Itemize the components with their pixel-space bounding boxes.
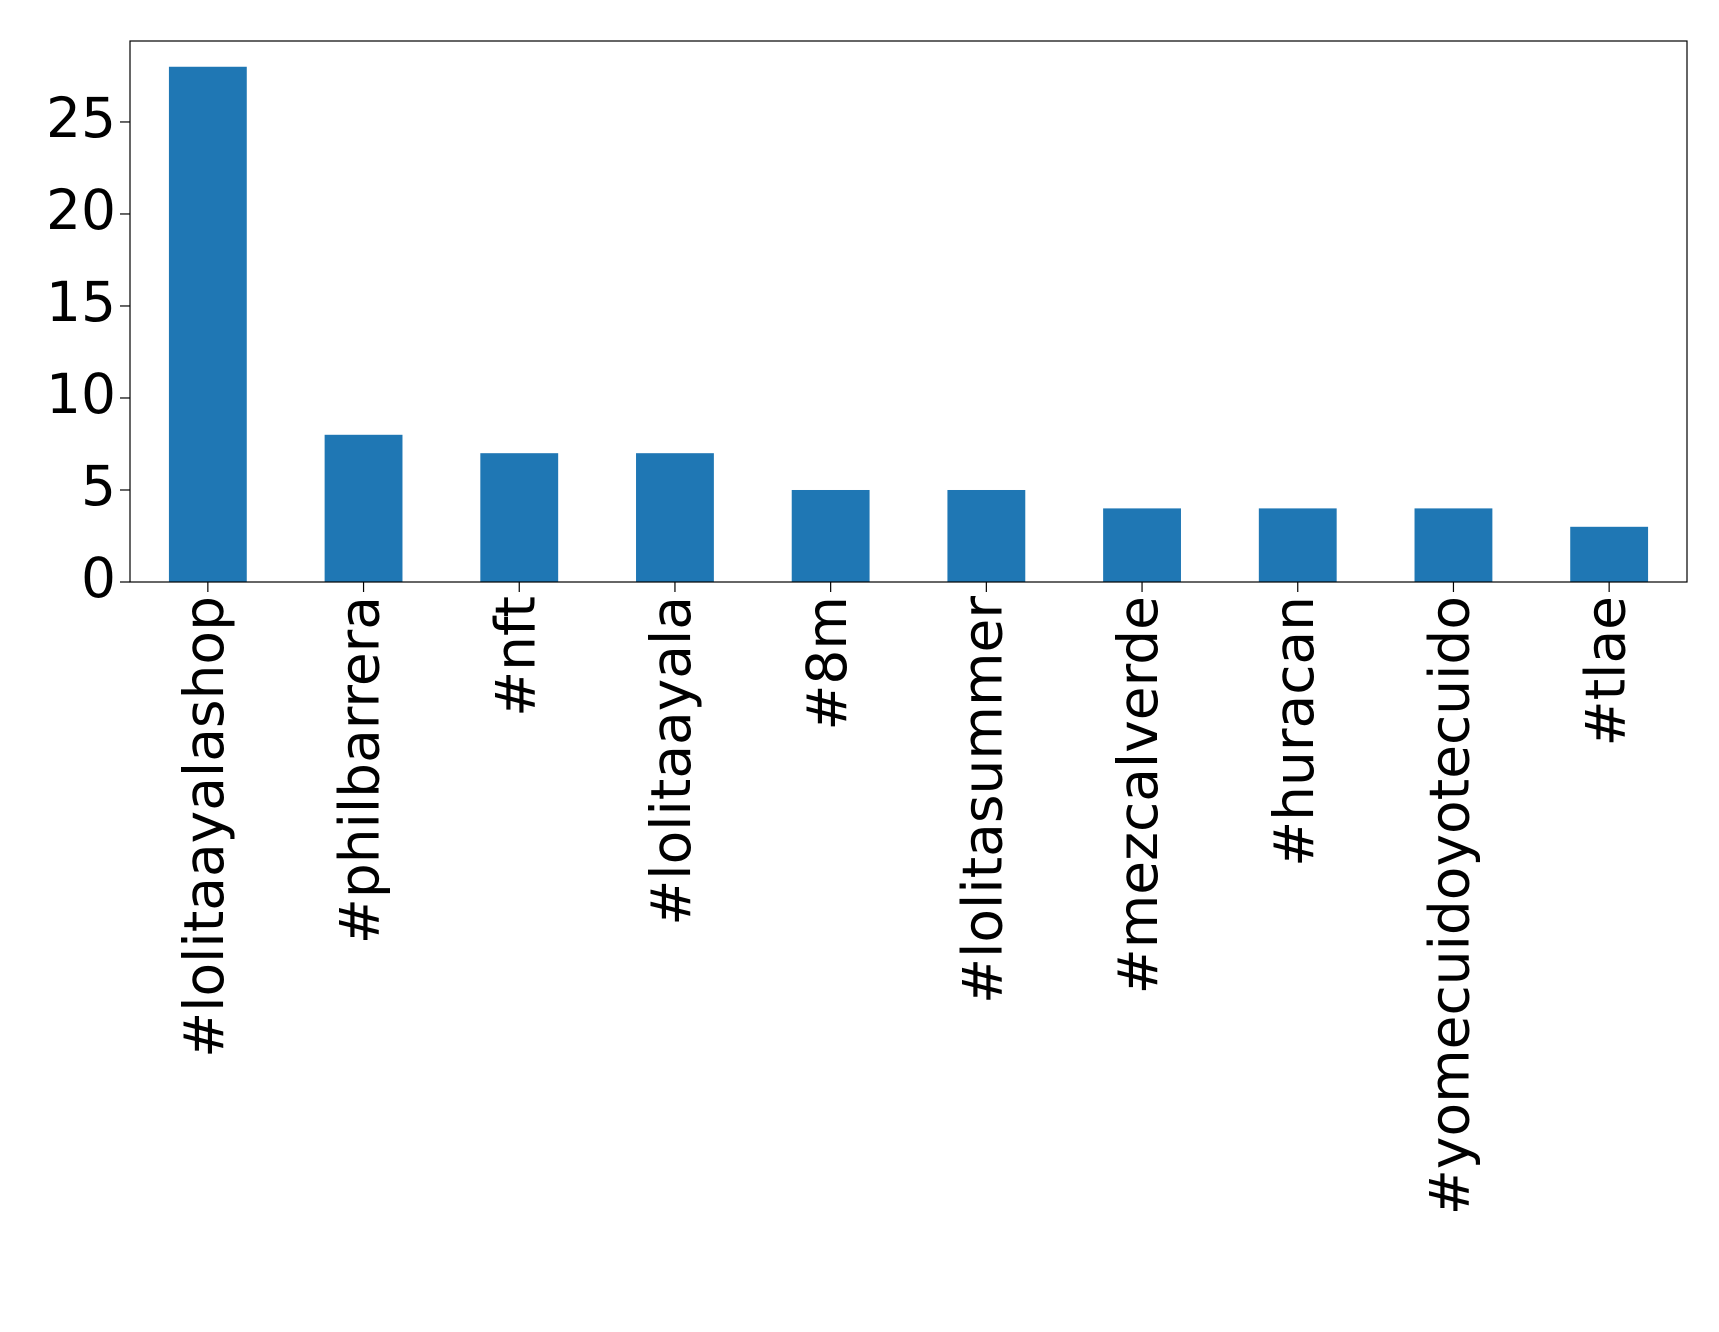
y-tick-label: 5 <box>81 454 116 518</box>
y-tick-label: 15 <box>46 270 116 334</box>
x-tick-label: #mezcalverde <box>1106 596 1170 994</box>
bar <box>168 66 247 582</box>
x-tick-label: #philbarrera <box>328 596 392 944</box>
x-tick-label: #lolitaayala <box>639 596 703 926</box>
bar <box>324 434 403 582</box>
bar <box>1103 508 1181 582</box>
bar <box>947 489 1026 582</box>
y-tick-label: 20 <box>46 178 116 242</box>
bar <box>1258 508 1337 582</box>
x-tick-label: #tlae <box>1573 596 1637 746</box>
x-tick-label: #yomecuidoyotecuido <box>1418 596 1482 1215</box>
bar <box>480 453 559 582</box>
y-tick-label: 25 <box>46 86 116 150</box>
plot-frame <box>129 40 1688 583</box>
x-tick-label: #lolitaayalashop <box>172 596 236 1058</box>
bar <box>636 453 714 582</box>
y-tick-label: 10 <box>46 362 116 426</box>
x-tick-label: #8m <box>795 596 859 731</box>
x-tick-label: #lolitasummer <box>950 596 1014 1004</box>
x-tick-label: #nft <box>483 596 547 717</box>
bar <box>1414 508 1493 582</box>
bar <box>1570 526 1649 582</box>
x-tick-label: #huracan <box>1262 596 1326 867</box>
bar <box>791 489 870 582</box>
y-tick-label: 0 <box>81 546 116 610</box>
